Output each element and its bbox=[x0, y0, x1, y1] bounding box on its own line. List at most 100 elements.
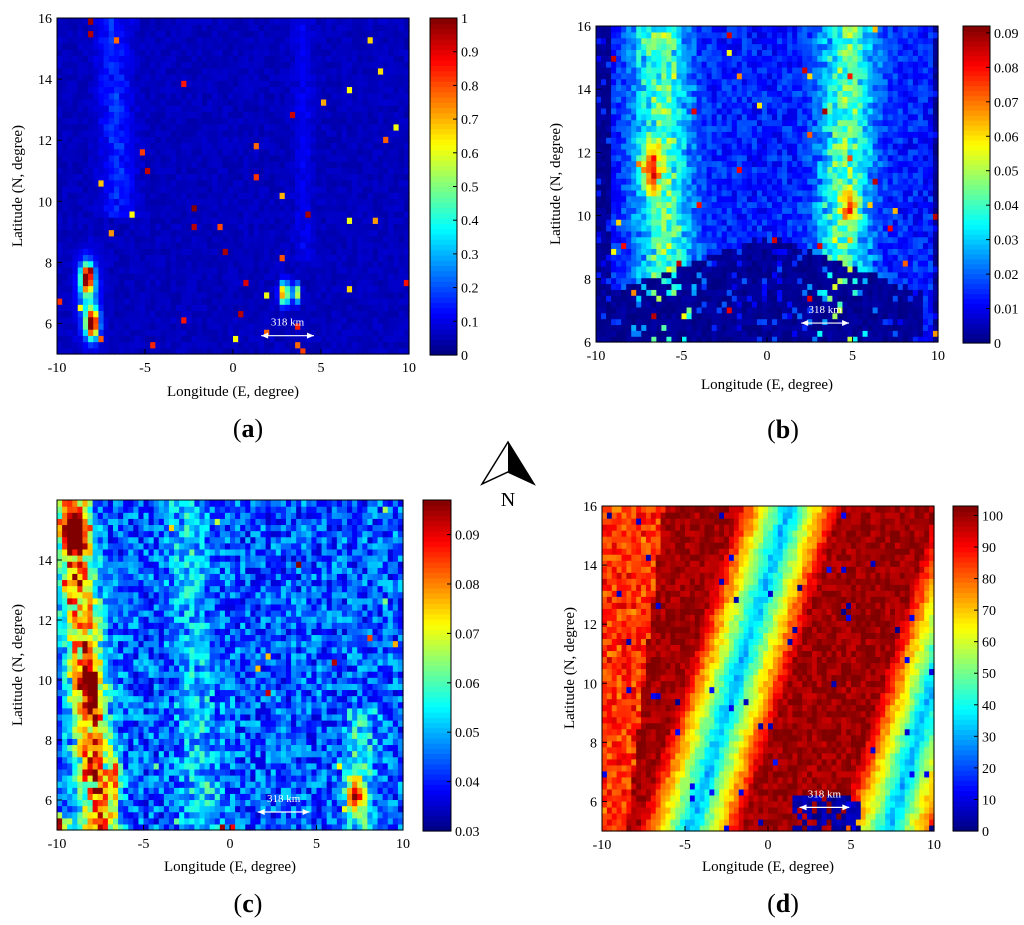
heatmap-cell bbox=[67, 310, 74, 318]
heatmap-cell bbox=[150, 229, 156, 237]
heatmap-cell bbox=[310, 186, 317, 193]
heatmap-cell bbox=[264, 204, 270, 212]
heatmap-cell bbox=[82, 347, 89, 355]
heatmap-cell bbox=[666, 324, 673, 331]
heatmap-cell bbox=[362, 217, 369, 224]
heatmap-cell bbox=[170, 248, 177, 256]
heatmap-cell bbox=[279, 98, 286, 106]
heatmap-cell bbox=[129, 192, 136, 200]
heatmap-cell bbox=[253, 179, 260, 187]
heatmap-cell bbox=[269, 210, 276, 218]
heatmap-cell bbox=[181, 260, 188, 268]
heatmap-cell bbox=[917, 271, 924, 279]
heatmap-cell bbox=[243, 242, 250, 249]
heatmap-cell bbox=[792, 265, 798, 273]
heatmap-cell bbox=[671, 236, 678, 244]
heatmap-cell bbox=[352, 198, 358, 206]
heatmap-cell bbox=[103, 310, 110, 318]
heatmap-cell bbox=[103, 304, 110, 312]
heatmap-cell bbox=[372, 167, 379, 175]
heatmap-cell bbox=[150, 310, 156, 318]
heatmap-cell bbox=[150, 329, 156, 336]
heatmap-cell bbox=[72, 279, 79, 287]
heatmap-cell bbox=[767, 324, 773, 331]
heatmap-cell bbox=[741, 277, 748, 285]
heatmap-cell bbox=[119, 298, 125, 305]
heatmap-cell bbox=[362, 285, 369, 293]
heatmap-cell bbox=[139, 204, 146, 212]
heatmap-cell bbox=[741, 312, 748, 320]
heatmap-cell bbox=[181, 198, 188, 206]
heatmap-cell bbox=[134, 173, 141, 181]
heatmap-cell bbox=[67, 42, 74, 50]
heatmap-cell bbox=[393, 49, 400, 56]
heatmap-cell bbox=[842, 289, 849, 296]
heatmap-cell bbox=[201, 279, 208, 287]
heatmap-cell bbox=[300, 86, 307, 94]
heatmap-cell bbox=[711, 248, 718, 255]
heatmap-cell bbox=[346, 86, 353, 94]
heatmap-cell bbox=[217, 279, 224, 287]
heatmap-cell bbox=[331, 316, 338, 324]
heatmap-cell bbox=[882, 312, 889, 320]
heatmap-cell bbox=[170, 173, 177, 181]
heatmap-cell bbox=[315, 210, 322, 218]
heatmap-cell bbox=[289, 229, 296, 237]
heatmap-cell bbox=[331, 322, 338, 330]
heatmap-cell bbox=[264, 198, 270, 206]
heatmap-cell bbox=[346, 260, 353, 268]
heatmap-cell bbox=[227, 235, 234, 243]
heatmap-cell bbox=[666, 295, 673, 302]
heatmap-cell bbox=[721, 306, 728, 314]
heatmap-cell bbox=[243, 310, 250, 318]
heatmap-cell bbox=[264, 341, 270, 349]
heatmap-cell bbox=[352, 130, 358, 137]
heatmap-cell bbox=[336, 49, 343, 56]
heatmap-cell bbox=[134, 198, 141, 206]
heatmap-cell bbox=[346, 142, 353, 150]
heatmap-cell bbox=[227, 279, 234, 287]
heatmap-cell bbox=[646, 301, 652, 308]
heatmap-cell bbox=[862, 289, 869, 296]
heatmap-cell bbox=[772, 260, 778, 267]
heatmap-cell bbox=[341, 223, 348, 231]
heatmap-cell bbox=[119, 198, 125, 206]
heatmap-cell bbox=[170, 161, 177, 168]
heatmap-cell bbox=[258, 223, 265, 231]
heatmap-cell bbox=[98, 154, 105, 162]
heatmap-cell bbox=[812, 301, 818, 308]
heatmap-cell bbox=[243, 148, 250, 156]
heatmap-cell bbox=[346, 179, 353, 187]
heatmap-cell bbox=[150, 341, 156, 349]
heatmap-cell bbox=[269, 198, 276, 206]
heatmap-cell bbox=[145, 80, 151, 88]
heatmap-cell bbox=[341, 210, 348, 218]
heatmap-cell bbox=[103, 30, 110, 38]
heatmap-cell bbox=[388, 322, 395, 330]
heatmap-cell bbox=[331, 123, 338, 131]
heatmap-cell bbox=[403, 154, 410, 162]
heatmap-cell bbox=[751, 265, 758, 273]
heatmap-cell bbox=[892, 277, 899, 285]
heatmap-cell bbox=[696, 330, 703, 337]
heatmap-cell bbox=[862, 336, 869, 343]
heatmap-cell bbox=[377, 111, 384, 119]
heatmap-cell bbox=[238, 335, 244, 343]
heatmap-cell bbox=[165, 210, 172, 218]
heatmap-cell bbox=[93, 229, 100, 237]
heatmap-cell bbox=[243, 260, 250, 268]
heatmap-cell bbox=[357, 198, 364, 206]
colorbar-swatch bbox=[430, 139, 457, 145]
heatmap-cell bbox=[77, 304, 84, 312]
heatmap-cell bbox=[57, 254, 63, 262]
heatmap-cell bbox=[696, 248, 703, 255]
heatmap-cell bbox=[696, 295, 703, 302]
heatmap-cell bbox=[842, 283, 849, 290]
heatmap-cell bbox=[326, 266, 332, 274]
heatmap-cell bbox=[176, 322, 182, 330]
heatmap-cell bbox=[119, 285, 125, 293]
heatmap-cell bbox=[279, 192, 286, 200]
heatmap-cell bbox=[279, 291, 286, 299]
heatmap-cell bbox=[201, 148, 208, 156]
heatmap-cell bbox=[212, 173, 219, 181]
